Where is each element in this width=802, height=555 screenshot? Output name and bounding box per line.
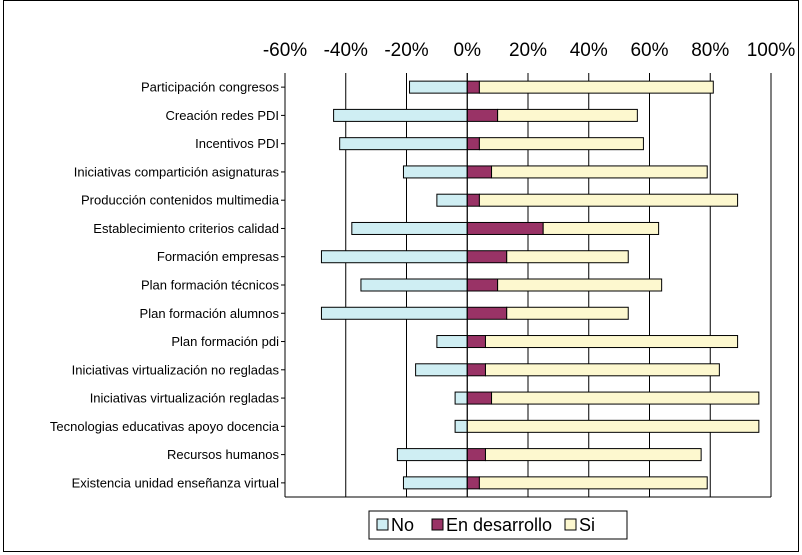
bar-no bbox=[415, 363, 468, 377]
bar-en-desarrollo bbox=[466, 306, 508, 320]
category-label: Plan formación pdi bbox=[171, 334, 279, 349]
bar-si bbox=[484, 335, 739, 349]
legend: No En desarrollo Si bbox=[368, 510, 628, 540]
legend-label: En desarrollo bbox=[446, 515, 552, 535]
bar-en-desarrollo bbox=[466, 448, 486, 462]
bar-si bbox=[506, 306, 629, 320]
bar-no bbox=[454, 419, 468, 433]
bar-no bbox=[454, 391, 468, 405]
bar-en-desarrollo bbox=[466, 80, 480, 94]
bar-si bbox=[478, 476, 708, 490]
y-axis-categories: Participación congresos Creación redes PD… bbox=[50, 80, 280, 491]
category-label: Iniciativas virtualización regladas bbox=[90, 391, 280, 406]
x-tick-label: 40% bbox=[570, 40, 608, 61]
bar-en-desarrollo bbox=[466, 250, 508, 264]
bar-si bbox=[484, 448, 702, 462]
bar-si bbox=[542, 221, 660, 235]
category-label: Tecnologias educativas apoyo docencia bbox=[50, 419, 280, 434]
bar-no bbox=[436, 193, 468, 207]
x-tick-label: 60% bbox=[630, 40, 668, 61]
x-tick-label: 80% bbox=[691, 40, 729, 61]
category-label: Plan formación técnicos bbox=[141, 278, 280, 293]
legend-label: Si bbox=[579, 515, 595, 535]
bar-si bbox=[491, 165, 708, 179]
legend-box bbox=[368, 510, 628, 540]
category-label: Existencia unidad enseñanza virtual bbox=[72, 475, 280, 490]
bar-no bbox=[320, 250, 468, 264]
bar-no bbox=[436, 335, 468, 349]
legend-swatch bbox=[564, 518, 577, 531]
category-label: Participación congresos bbox=[141, 80, 280, 95]
bar-en-desarrollo bbox=[466, 363, 486, 377]
bar-si bbox=[478, 193, 739, 207]
axes bbox=[281, 73, 771, 498]
bar-no bbox=[409, 80, 468, 94]
category-label: Producción contenidos multimedia bbox=[81, 193, 280, 208]
category-label: Establecimiento criterios calidad bbox=[93, 221, 279, 236]
bar-no bbox=[320, 306, 468, 320]
bar-si bbox=[497, 278, 663, 292]
bar-no bbox=[351, 221, 468, 235]
bar-no bbox=[402, 165, 468, 179]
bar-en-desarrollo bbox=[466, 221, 544, 235]
bar-si bbox=[497, 108, 638, 122]
bar-no bbox=[339, 137, 468, 151]
bar-si bbox=[466, 419, 760, 433]
x-tick-label: -60% bbox=[263, 40, 307, 61]
bar-si bbox=[506, 250, 629, 264]
bar-en-desarrollo bbox=[466, 137, 480, 151]
bar-en-desarrollo bbox=[466, 476, 480, 490]
bar-no bbox=[396, 448, 468, 462]
bar-en-desarrollo bbox=[466, 193, 480, 207]
bar-no bbox=[402, 476, 468, 490]
category-label: Iniciativas compartición asignaturas bbox=[74, 164, 280, 179]
category-label: Creación redes PDI bbox=[166, 108, 279, 123]
category-label: Formación empresas bbox=[157, 249, 280, 264]
x-axis-ticks: -60% -40% -20% 0% 20% 40% 60% 80% 100% bbox=[263, 40, 796, 61]
legend-swatch bbox=[431, 518, 444, 531]
category-label: Incentivos PDI bbox=[195, 136, 279, 151]
bars bbox=[320, 80, 760, 490]
category-label: Recursos humanos bbox=[167, 447, 279, 462]
bar-si bbox=[478, 80, 714, 94]
bar-si bbox=[484, 363, 720, 377]
bar-en-desarrollo bbox=[466, 108, 499, 122]
x-tick-label: 0% bbox=[454, 40, 482, 61]
bar-en-desarrollo bbox=[466, 165, 493, 179]
legend-label: No bbox=[391, 515, 414, 535]
bar-si bbox=[478, 137, 644, 151]
bar-no bbox=[333, 108, 468, 122]
x-tick-label: 100% bbox=[747, 40, 796, 61]
bar-en-desarrollo bbox=[466, 391, 493, 405]
x-tick-label: -40% bbox=[324, 40, 368, 61]
bar-en-desarrollo bbox=[466, 335, 486, 349]
bar-no bbox=[360, 278, 468, 292]
bar-si bbox=[491, 391, 760, 405]
category-label: Iniciativas virtualización no regladas bbox=[72, 362, 280, 377]
bar-en-desarrollo bbox=[466, 278, 499, 292]
category-label: Plan formación alumnos bbox=[140, 306, 280, 321]
x-tick-label: -20% bbox=[384, 40, 428, 61]
x-tick-label: 20% bbox=[509, 40, 547, 61]
legend-swatch bbox=[376, 518, 389, 531]
